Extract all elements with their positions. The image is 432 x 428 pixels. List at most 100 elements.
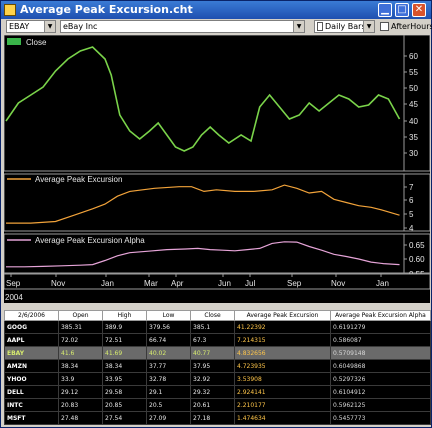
- value-cell: 0.6104912: [330, 385, 431, 399]
- value-cell: 20.83: [58, 398, 103, 412]
- chevron-down-icon[interactable]: ▼: [293, 21, 304, 32]
- value-cell: 29.32: [190, 385, 235, 399]
- symbol-cell: EBAY: [4, 346, 59, 360]
- symbol-select[interactable]: EBAY ▼: [6, 20, 56, 33]
- chevron-down-icon[interactable]: ▼: [44, 21, 55, 32]
- value-cell: 32.78: [146, 372, 191, 386]
- bar-interval-select[interactable]: Daily Bars ▼: [314, 20, 375, 33]
- column-header[interactable]: Close: [190, 310, 235, 321]
- table-row[interactable]: GOOG 385.31 389.9 379.56 385.1 41.22392 0.6191…: [4, 320, 431, 334]
- horizontal-scrollbar[interactable]: [4, 303, 430, 307]
- value-cell: 20.5: [146, 398, 191, 412]
- symbol-cell: INTC: [4, 398, 59, 412]
- legend-label: Average Peak Excursion Alpha: [35, 236, 145, 245]
- value-cell: 4.832656: [234, 346, 331, 360]
- value-cell: 2.210177: [234, 398, 331, 412]
- x-tick-label: Jul: [245, 279, 255, 288]
- value-cell: 385.1: [190, 320, 235, 334]
- column-header[interactable]: High: [102, 310, 147, 321]
- chart-pane-1: Close 60 55 50 45 40 35 30: [4, 35, 430, 172]
- value-cell: 0.5962125: [330, 398, 431, 412]
- x-tick-label: Jun: [218, 279, 231, 288]
- security-name-select[interactable]: eBay Inc ▼: [60, 20, 305, 33]
- value-cell: 0.586087: [330, 333, 431, 347]
- value-cell: 3.53908: [234, 372, 331, 386]
- column-header[interactable]: Average Peak Excursion: [234, 310, 331, 321]
- value-cell: 72.51: [102, 333, 147, 347]
- value-cell: 20.85: [102, 398, 147, 412]
- quote-grid: 2/6/2006 Open High Low Close Average Peak Exc…: [4, 310, 431, 425]
- value-cell: 27.48: [58, 411, 103, 425]
- table-row[interactable]: DELL 29.12 29.58 29.1 29.32 2.924141 0.6104912: [4, 385, 431, 399]
- value-cell: 7.214315: [234, 333, 331, 347]
- legend-swatch: [7, 38, 21, 45]
- value-cell: 379.56: [146, 320, 191, 334]
- value-cell: 27.09: [146, 411, 191, 425]
- y-tick-label: 35: [409, 133, 418, 142]
- symbol-cell: YHOO: [4, 372, 59, 386]
- symbol-cell: GOOG: [4, 320, 59, 334]
- x-tick-label: Nov: [51, 279, 65, 288]
- legend-label: Close: [26, 38, 47, 47]
- table-row[interactable]: MSFT 27.48 27.54 27.09 27.18 1.474634 0.545777…: [4, 411, 431, 425]
- symbol-cell: AAPL: [4, 333, 59, 347]
- y-tick-label: 55: [409, 68, 418, 77]
- y-tick-label: 30: [409, 149, 418, 158]
- symbol-value: EBAY: [9, 22, 30, 31]
- value-cell: 20.61: [190, 398, 235, 412]
- y-tick-label: 0.65: [409, 241, 425, 250]
- column-header[interactable]: Open: [58, 310, 103, 321]
- value-cell: 66.74: [146, 333, 191, 347]
- symbol-cell: MSFT: [4, 411, 59, 425]
- table-row[interactable]: AMZN 38.34 38.34 37.77 37.95 4.723935 0.604986…: [4, 359, 431, 373]
- y-tick-label: 50: [409, 84, 418, 93]
- value-cell: 0.6191279: [330, 320, 431, 334]
- value-cell: 40.77: [190, 346, 235, 360]
- y-tick-label: 7: [409, 183, 414, 192]
- y-tick-label: 45: [409, 100, 418, 109]
- toolbar: EBAY ▼ eBay Inc ▼ Daily Bars ▼ AfterHour…: [1, 19, 432, 35]
- after-hours-checkbox[interactable]: [380, 22, 389, 31]
- year-strip: [4, 291, 430, 303]
- y-tick-label: 5: [409, 210, 414, 219]
- legend-label: Average Peak Excursion: [35, 175, 122, 184]
- series-line: [6, 184, 400, 224]
- maximize-button[interactable]: □: [395, 3, 409, 17]
- value-cell: 38.34: [58, 359, 103, 373]
- column-header-date[interactable]: 2/6/2006: [4, 310, 59, 321]
- minimize-button[interactable]: ▁: [378, 3, 392, 17]
- year-label: 2004: [5, 293, 23, 302]
- value-cell: 72.02: [58, 333, 103, 347]
- table-row[interactable]: AAPL 72.02 72.51 66.74 67.3 7.214315 0.586087: [4, 333, 431, 347]
- x-tick-label: Jan: [101, 279, 114, 288]
- after-hours-label: AfterHours: [391, 22, 432, 31]
- table-row[interactable]: YHOO 33.9 33.95 32.78 32.92 3.53908 0.5297326: [4, 372, 431, 386]
- table-row[interactable]: INTC 20.83 20.85 20.5 20.61 2.210177 0.5962125: [4, 398, 431, 412]
- value-cell: 32.92: [190, 372, 235, 386]
- value-cell: 0.5709148: [330, 346, 431, 360]
- value-cell: 41.22392: [234, 320, 331, 334]
- close-button[interactable]: ✕: [412, 3, 426, 17]
- x-tick-label: Sep: [6, 279, 21, 288]
- value-cell: 38.34: [102, 359, 147, 373]
- value-cell: 41.69: [102, 346, 147, 360]
- chevron-down-icon[interactable]: ▼: [363, 21, 374, 32]
- value-cell: 0.6049868: [330, 359, 431, 373]
- pane-frame: [4, 173, 430, 232]
- title-bar[interactable]: Average Peak Excursion.cht ▁ □ ✕: [1, 1, 431, 19]
- y-tick-label: 40: [409, 117, 418, 126]
- value-cell: 67.3: [190, 333, 235, 347]
- symbol-cell: AMZN: [4, 359, 59, 373]
- security-name-value: eBay Inc: [63, 22, 98, 31]
- column-header[interactable]: Low: [146, 310, 191, 321]
- time-axis: [4, 273, 430, 290]
- value-cell: 37.95: [190, 359, 235, 373]
- column-header[interactable]: Average Peak Excursion Alpha: [330, 310, 431, 321]
- pane-frame: [4, 35, 430, 172]
- value-cell: 37.77: [146, 359, 191, 373]
- table-row[interactable]: EBAY 41.6 41.69 40.02 40.77 4.832656 0.5709148: [4, 346, 431, 360]
- value-cell: 4.723935: [234, 359, 331, 373]
- value-cell: 2.924141: [234, 385, 331, 399]
